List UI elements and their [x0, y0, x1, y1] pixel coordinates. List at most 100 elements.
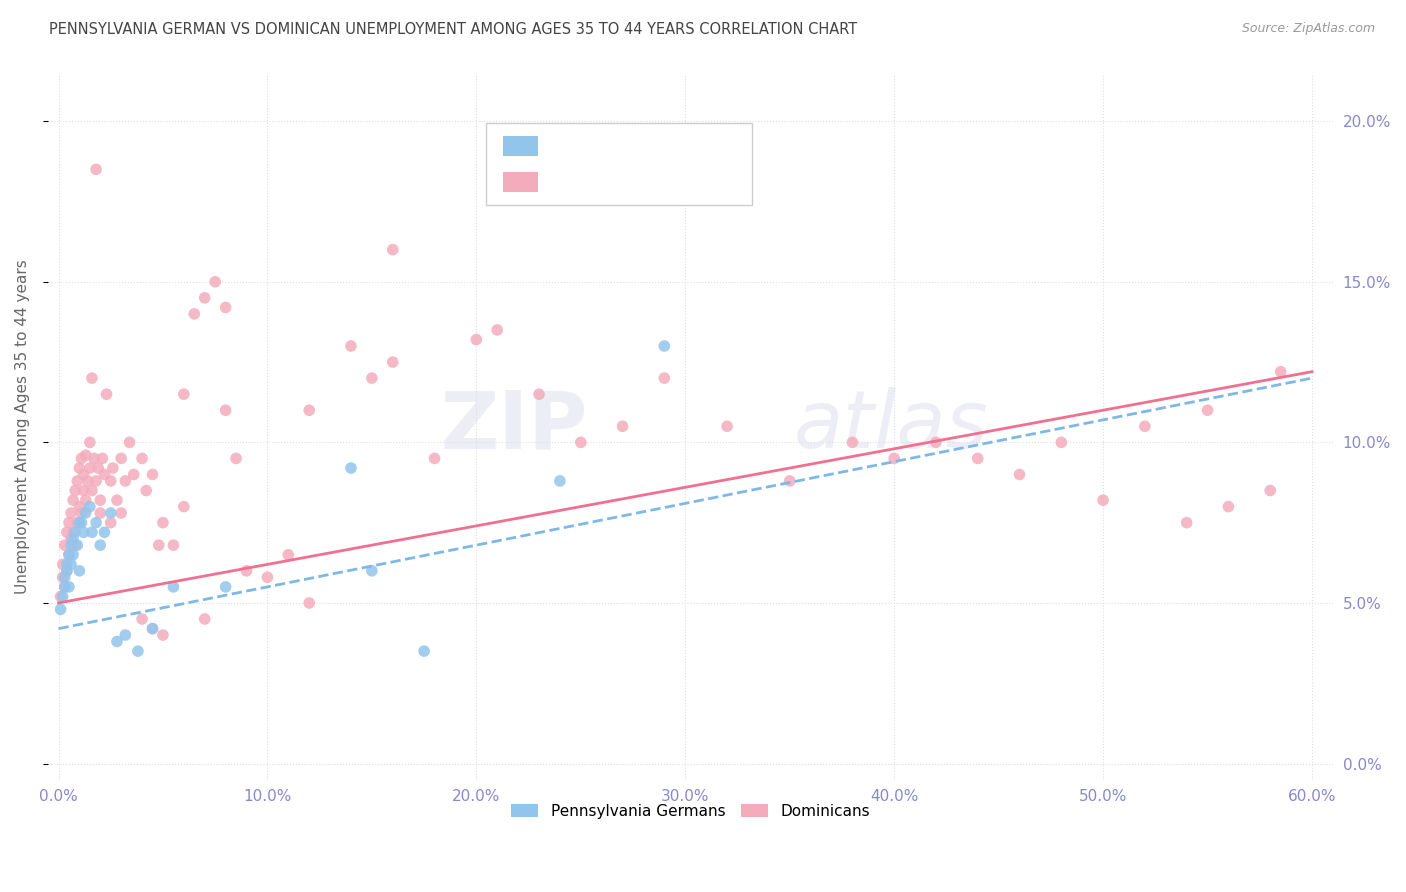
Point [80, 483, 103, 498]
Point [58, 580, 80, 594]
Point [66, 516, 89, 530]
Point [135, 483, 157, 498]
Point [80, 371, 103, 385]
Point [360, 371, 382, 385]
Point [63, 483, 86, 498]
Point [612, 419, 634, 434]
Point [110, 506, 132, 520]
Point [62, 493, 84, 508]
Point [53, 580, 76, 594]
Point [841, 435, 863, 450]
Point [53, 580, 76, 594]
Point [486, 323, 509, 337]
Point [56, 564, 79, 578]
Point [114, 628, 136, 642]
Y-axis label: Unemployment Among Ages 35 to 44 years: Unemployment Among Ages 35 to 44 years [15, 259, 30, 594]
Point [114, 474, 136, 488]
Point [87, 461, 110, 475]
Point [93, 525, 115, 540]
Point [89, 538, 111, 552]
Point [235, 564, 257, 578]
Point [91, 451, 114, 466]
Point [1218, 500, 1240, 514]
Point [256, 570, 278, 584]
Point [131, 451, 153, 466]
Point [152, 628, 174, 642]
Point [105, 634, 128, 648]
Point [67, 461, 90, 475]
Point [96, 387, 118, 401]
Point [569, 435, 592, 450]
Point [84, 516, 107, 530]
Point [413, 644, 436, 658]
Point [1050, 435, 1073, 450]
Point [66, 538, 89, 552]
Point [60, 538, 83, 552]
Point [89, 493, 111, 508]
Text: 0.409: 0.409 [589, 174, 637, 189]
Point [214, 301, 236, 315]
Point [148, 538, 170, 552]
Point [173, 387, 195, 401]
Point [162, 580, 184, 594]
Text: atlas: atlas [793, 387, 988, 466]
Point [63, 525, 86, 540]
Point [340, 461, 363, 475]
Point [298, 596, 321, 610]
Text: R =: R = [550, 138, 582, 153]
Text: Source: ZipAtlas.com: Source: ZipAtlas.com [1241, 22, 1375, 36]
Point [214, 403, 236, 417]
Point [76, 474, 98, 488]
Point [100, 506, 122, 520]
Point [75, 493, 97, 508]
Point [84, 474, 107, 488]
Point [100, 474, 122, 488]
Point [465, 333, 488, 347]
Point [298, 403, 321, 417]
Text: N =: N = [651, 138, 685, 153]
Point [72, 525, 94, 540]
Point [1258, 483, 1281, 498]
Point [80, 525, 103, 540]
Point [72, 467, 94, 482]
Point [75, 448, 97, 462]
Point [883, 451, 905, 466]
Point [67, 500, 90, 514]
Point [548, 474, 571, 488]
Text: 36: 36 [690, 138, 711, 153]
Point [62, 532, 84, 546]
Point [360, 564, 382, 578]
Point [66, 474, 89, 488]
Point [716, 419, 738, 434]
Point [70, 451, 93, 466]
Point [118, 435, 141, 450]
Point [225, 451, 247, 466]
Point [53, 538, 76, 552]
Point [101, 461, 124, 475]
Point [53, 570, 76, 584]
Point [1133, 419, 1156, 434]
Point [141, 622, 163, 636]
Point [52, 558, 75, 572]
Point [49, 602, 72, 616]
Point [49, 590, 72, 604]
Text: R =: R = [550, 174, 582, 189]
Point [381, 243, 404, 257]
Point [277, 548, 299, 562]
Point [79, 500, 101, 514]
Point [60, 532, 83, 546]
Point [381, 355, 404, 369]
Point [84, 162, 107, 177]
Point [79, 461, 101, 475]
Point [183, 307, 205, 321]
Point [72, 483, 94, 498]
Text: PENNSYLVANIA GERMAN VS DOMINICAN UNEMPLOYMENT AMONG AGES 35 TO 44 YEARS CORRELAT: PENNSYLVANIA GERMAN VS DOMINICAN UNEMPLO… [49, 22, 858, 37]
Point [966, 451, 988, 466]
Point [70, 506, 93, 520]
Point [141, 467, 163, 482]
Point [127, 644, 149, 658]
Point [62, 525, 84, 540]
Point [89, 506, 111, 520]
Point [67, 564, 90, 578]
Point [204, 275, 226, 289]
